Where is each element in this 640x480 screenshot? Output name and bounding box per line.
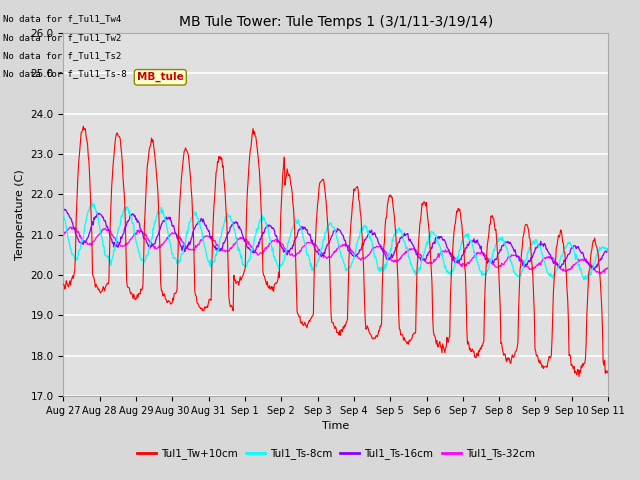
Legend: Tul1_Tw+10cm, Tul1_Ts-8cm, Tul1_Ts-16cm, Tul1_Ts-32cm: Tul1_Tw+10cm, Tul1_Ts-8cm, Tul1_Ts-16cm,… bbox=[132, 444, 539, 464]
Title: MB Tule Tower: Tule Temps 1 (3/1/11-3/19/14): MB Tule Tower: Tule Temps 1 (3/1/11-3/19… bbox=[179, 15, 493, 29]
Tul1_Tw+10cm bbox=[423, 208, 431, 214]
Tul1_Ts-32cm bbox=[596, 271, 604, 277]
Text: No data for f_Tul1_Ts2: No data for f_Tul1_Ts2 bbox=[3, 51, 122, 60]
Tul1_Ts-8cm bbox=[60, 210, 67, 216]
Tul1_Tw+10cm bbox=[124, 285, 132, 290]
Tul1_Ts-16cm bbox=[252, 248, 259, 254]
Tul1_Ts-16cm bbox=[393, 245, 401, 251]
Tul1_Ts-16cm bbox=[60, 209, 67, 215]
Tul1_Tw+10cm bbox=[79, 123, 87, 129]
Tul1_Tw+10cm bbox=[252, 133, 259, 139]
Text: No data for f_Tul1_Ts-8: No data for f_Tul1_Ts-8 bbox=[3, 69, 127, 78]
Tul1_Ts-8cm bbox=[604, 250, 612, 255]
Tul1_Tw+10cm bbox=[393, 245, 401, 251]
Tul1_Ts-8cm bbox=[584, 277, 592, 283]
Tul1_Ts-32cm bbox=[124, 240, 132, 246]
Tul1_Ts-8cm bbox=[88, 200, 95, 205]
Y-axis label: Temperature (C): Temperature (C) bbox=[15, 169, 25, 260]
Line: Tul1_Tw+10cm: Tul1_Tw+10cm bbox=[63, 126, 608, 377]
Tul1_Ts-16cm bbox=[589, 266, 597, 272]
Line: Tul1_Ts-32cm: Tul1_Ts-32cm bbox=[63, 227, 608, 274]
Tul1_Tw+10cm bbox=[272, 280, 280, 286]
Tul1_Ts-16cm bbox=[225, 231, 232, 237]
Tul1_Ts-32cm bbox=[604, 264, 612, 270]
Tul1_Ts-32cm bbox=[393, 259, 401, 265]
Tul1_Ts-8cm bbox=[393, 227, 401, 232]
Text: No data for f_Tul1_Tw4: No data for f_Tul1_Tw4 bbox=[3, 14, 122, 24]
Line: Tul1_Ts-16cm: Tul1_Ts-16cm bbox=[63, 209, 608, 269]
Tul1_Ts-8cm bbox=[252, 233, 259, 239]
Tul1_Ts-32cm bbox=[60, 233, 67, 239]
Tul1_Ts-32cm bbox=[423, 261, 431, 266]
Tul1_Ts-32cm bbox=[272, 236, 280, 242]
Text: No data for f_Tul1_Tw2: No data for f_Tul1_Tw2 bbox=[3, 33, 122, 42]
Tul1_Ts-8cm bbox=[225, 214, 232, 219]
Tul1_Ts-16cm bbox=[423, 252, 431, 258]
Tul1_Tw+10cm bbox=[604, 368, 612, 374]
Tul1_Ts-8cm bbox=[124, 205, 132, 211]
Tul1_Ts-8cm bbox=[423, 239, 431, 245]
Tul1_Ts-16cm bbox=[272, 233, 280, 239]
Line: Tul1_Ts-8cm: Tul1_Ts-8cm bbox=[63, 203, 608, 280]
X-axis label: Time: Time bbox=[322, 421, 349, 432]
Tul1_Ts-16cm bbox=[124, 219, 132, 225]
Tul1_Tw+10cm bbox=[225, 267, 232, 273]
Tul1_Ts-32cm bbox=[225, 249, 232, 254]
Tul1_Ts-16cm bbox=[604, 246, 612, 252]
Tul1_Ts-8cm bbox=[272, 257, 280, 263]
Text: MB_tule: MB_tule bbox=[137, 72, 184, 83]
Tul1_Ts-16cm bbox=[60, 206, 68, 212]
Tul1_Ts-32cm bbox=[67, 224, 75, 230]
Tul1_Ts-32cm bbox=[252, 250, 259, 255]
Tul1_Tw+10cm bbox=[60, 281, 67, 287]
Tul1_Tw+10cm bbox=[575, 374, 583, 380]
